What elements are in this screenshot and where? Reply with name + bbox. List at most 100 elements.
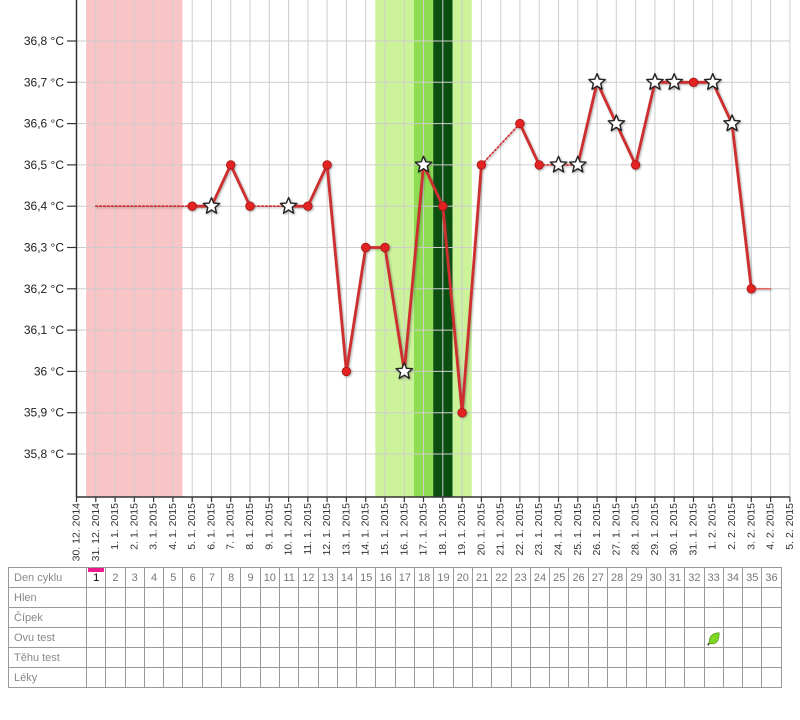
- table-cell[interactable]: [105, 627, 126, 648]
- table-cell[interactable]: [491, 627, 512, 648]
- table-cell[interactable]: [722, 587, 744, 608]
- table-cell[interactable]: [356, 667, 377, 688]
- table-cell[interactable]: [587, 627, 609, 648]
- table-cell[interactable]: [278, 587, 300, 608]
- table-cell[interactable]: [568, 647, 589, 668]
- cycle-day-cell[interactable]: 8: [221, 567, 242, 588]
- table-cell[interactable]: [529, 647, 551, 668]
- table-cell[interactable]: [298, 667, 319, 688]
- table-cell[interactable]: [336, 607, 358, 628]
- table-cell[interactable]: [143, 587, 165, 608]
- table-cell[interactable]: [336, 587, 358, 608]
- table-cell[interactable]: [317, 627, 338, 648]
- table-cell[interactable]: [240, 647, 261, 668]
- table-cell[interactable]: [143, 627, 165, 648]
- table-cell[interactable]: [414, 627, 435, 648]
- table-cell[interactable]: [761, 587, 782, 608]
- table-cell[interactable]: [510, 627, 531, 648]
- table-cell[interactable]: [85, 647, 107, 668]
- table-cell[interactable]: [278, 627, 300, 648]
- table-cell[interactable]: [105, 667, 126, 688]
- table-cell[interactable]: [356, 647, 377, 668]
- table-cell[interactable]: [298, 627, 319, 648]
- table-cell[interactable]: [549, 587, 570, 608]
- table-cell[interactable]: [587, 647, 609, 668]
- table-cell[interactable]: [182, 647, 203, 668]
- cycle-day-cell[interactable]: 4: [143, 567, 165, 588]
- cycle-day-cell[interactable]: 13: [317, 567, 338, 588]
- table-cell[interactable]: [298, 647, 319, 668]
- table-cell[interactable]: [394, 627, 416, 648]
- table-cell[interactable]: [394, 607, 416, 628]
- table-cell[interactable]: [645, 627, 666, 648]
- table-cell[interactable]: [85, 587, 107, 608]
- table-cell[interactable]: [278, 667, 300, 688]
- table-cell[interactable]: [298, 607, 319, 628]
- cycle-day-cell[interactable]: 12: [298, 567, 319, 588]
- table-cell[interactable]: [375, 667, 396, 688]
- table-cell[interactable]: [549, 607, 570, 628]
- cycle-day-cell[interactable]: 36: [761, 567, 782, 588]
- table-cell[interactable]: [356, 627, 377, 648]
- table-cell[interactable]: [645, 647, 666, 668]
- table-cell[interactable]: [124, 627, 145, 648]
- table-cell[interactable]: [471, 607, 493, 628]
- table-cell[interactable]: [742, 647, 763, 668]
- table-cell[interactable]: [163, 587, 184, 608]
- cycle-day-cell[interactable]: 23: [510, 567, 531, 588]
- table-cell[interactable]: [433, 587, 454, 608]
- cycle-day-cell[interactable]: 32: [684, 567, 705, 588]
- table-cell[interactable]: [240, 587, 261, 608]
- table-cell[interactable]: [414, 587, 435, 608]
- table-cell[interactable]: [182, 607, 203, 628]
- table-cell[interactable]: [201, 607, 223, 628]
- table-cell[interactable]: [510, 587, 531, 608]
- table-cell[interactable]: [549, 647, 570, 668]
- table-cell[interactable]: [626, 667, 647, 688]
- cycle-day-cell[interactable]: 16: [375, 567, 396, 588]
- table-cell[interactable]: [607, 627, 628, 648]
- cycle-day-cell[interactable]: 19: [433, 567, 454, 588]
- table-cell[interactable]: [645, 607, 666, 628]
- table-cell[interactable]: [259, 587, 280, 608]
- table-cell[interactable]: [336, 627, 358, 648]
- table-cell[interactable]: [259, 627, 280, 648]
- table-cell[interactable]: [742, 607, 763, 628]
- table-cell[interactable]: [664, 627, 686, 648]
- cycle-day-cell[interactable]: 26: [568, 567, 589, 588]
- table-cell[interactable]: [124, 587, 145, 608]
- table-cell[interactable]: [259, 667, 280, 688]
- table-cell[interactable]: [298, 587, 319, 608]
- table-cell[interactable]: [452, 607, 473, 628]
- table-cell[interactable]: [201, 627, 223, 648]
- table-cell[interactable]: [163, 627, 184, 648]
- table-cell[interactable]: [626, 607, 647, 628]
- table-cell[interactable]: [607, 667, 628, 688]
- table-cell[interactable]: [221, 647, 242, 668]
- table-cell[interactable]: [278, 607, 300, 628]
- table-cell[interactable]: [471, 587, 493, 608]
- table-cell[interactable]: [201, 587, 223, 608]
- table-cell[interactable]: [240, 607, 261, 628]
- table-cell[interactable]: [414, 667, 435, 688]
- cycle-day-cell[interactable]: 6: [182, 567, 203, 588]
- table-cell[interactable]: [182, 627, 203, 648]
- table-cell[interactable]: [317, 587, 338, 608]
- table-cell[interactable]: [124, 607, 145, 628]
- cycle-day-cell[interactable]: 5: [163, 567, 184, 588]
- table-cell[interactable]: [664, 647, 686, 668]
- table-cell[interactable]: [587, 667, 609, 688]
- table-cell[interactable]: [491, 607, 512, 628]
- table-cell[interactable]: [143, 607, 165, 628]
- table-cell[interactable]: [510, 667, 531, 688]
- table-cell[interactable]: [471, 627, 493, 648]
- table-cell[interactable]: [529, 587, 551, 608]
- cycle-day-cell[interactable]: 34: [722, 567, 744, 588]
- cycle-day-cell[interactable]: 29: [626, 567, 647, 588]
- table-cell[interactable]: [607, 587, 628, 608]
- cycle-day-cell[interactable]: 2: [105, 567, 126, 588]
- table-cell[interactable]: [433, 607, 454, 628]
- cycle-day-cell[interactable]: 10: [259, 567, 280, 588]
- table-cell[interactable]: [124, 667, 145, 688]
- table-cell[interactable]: [336, 667, 358, 688]
